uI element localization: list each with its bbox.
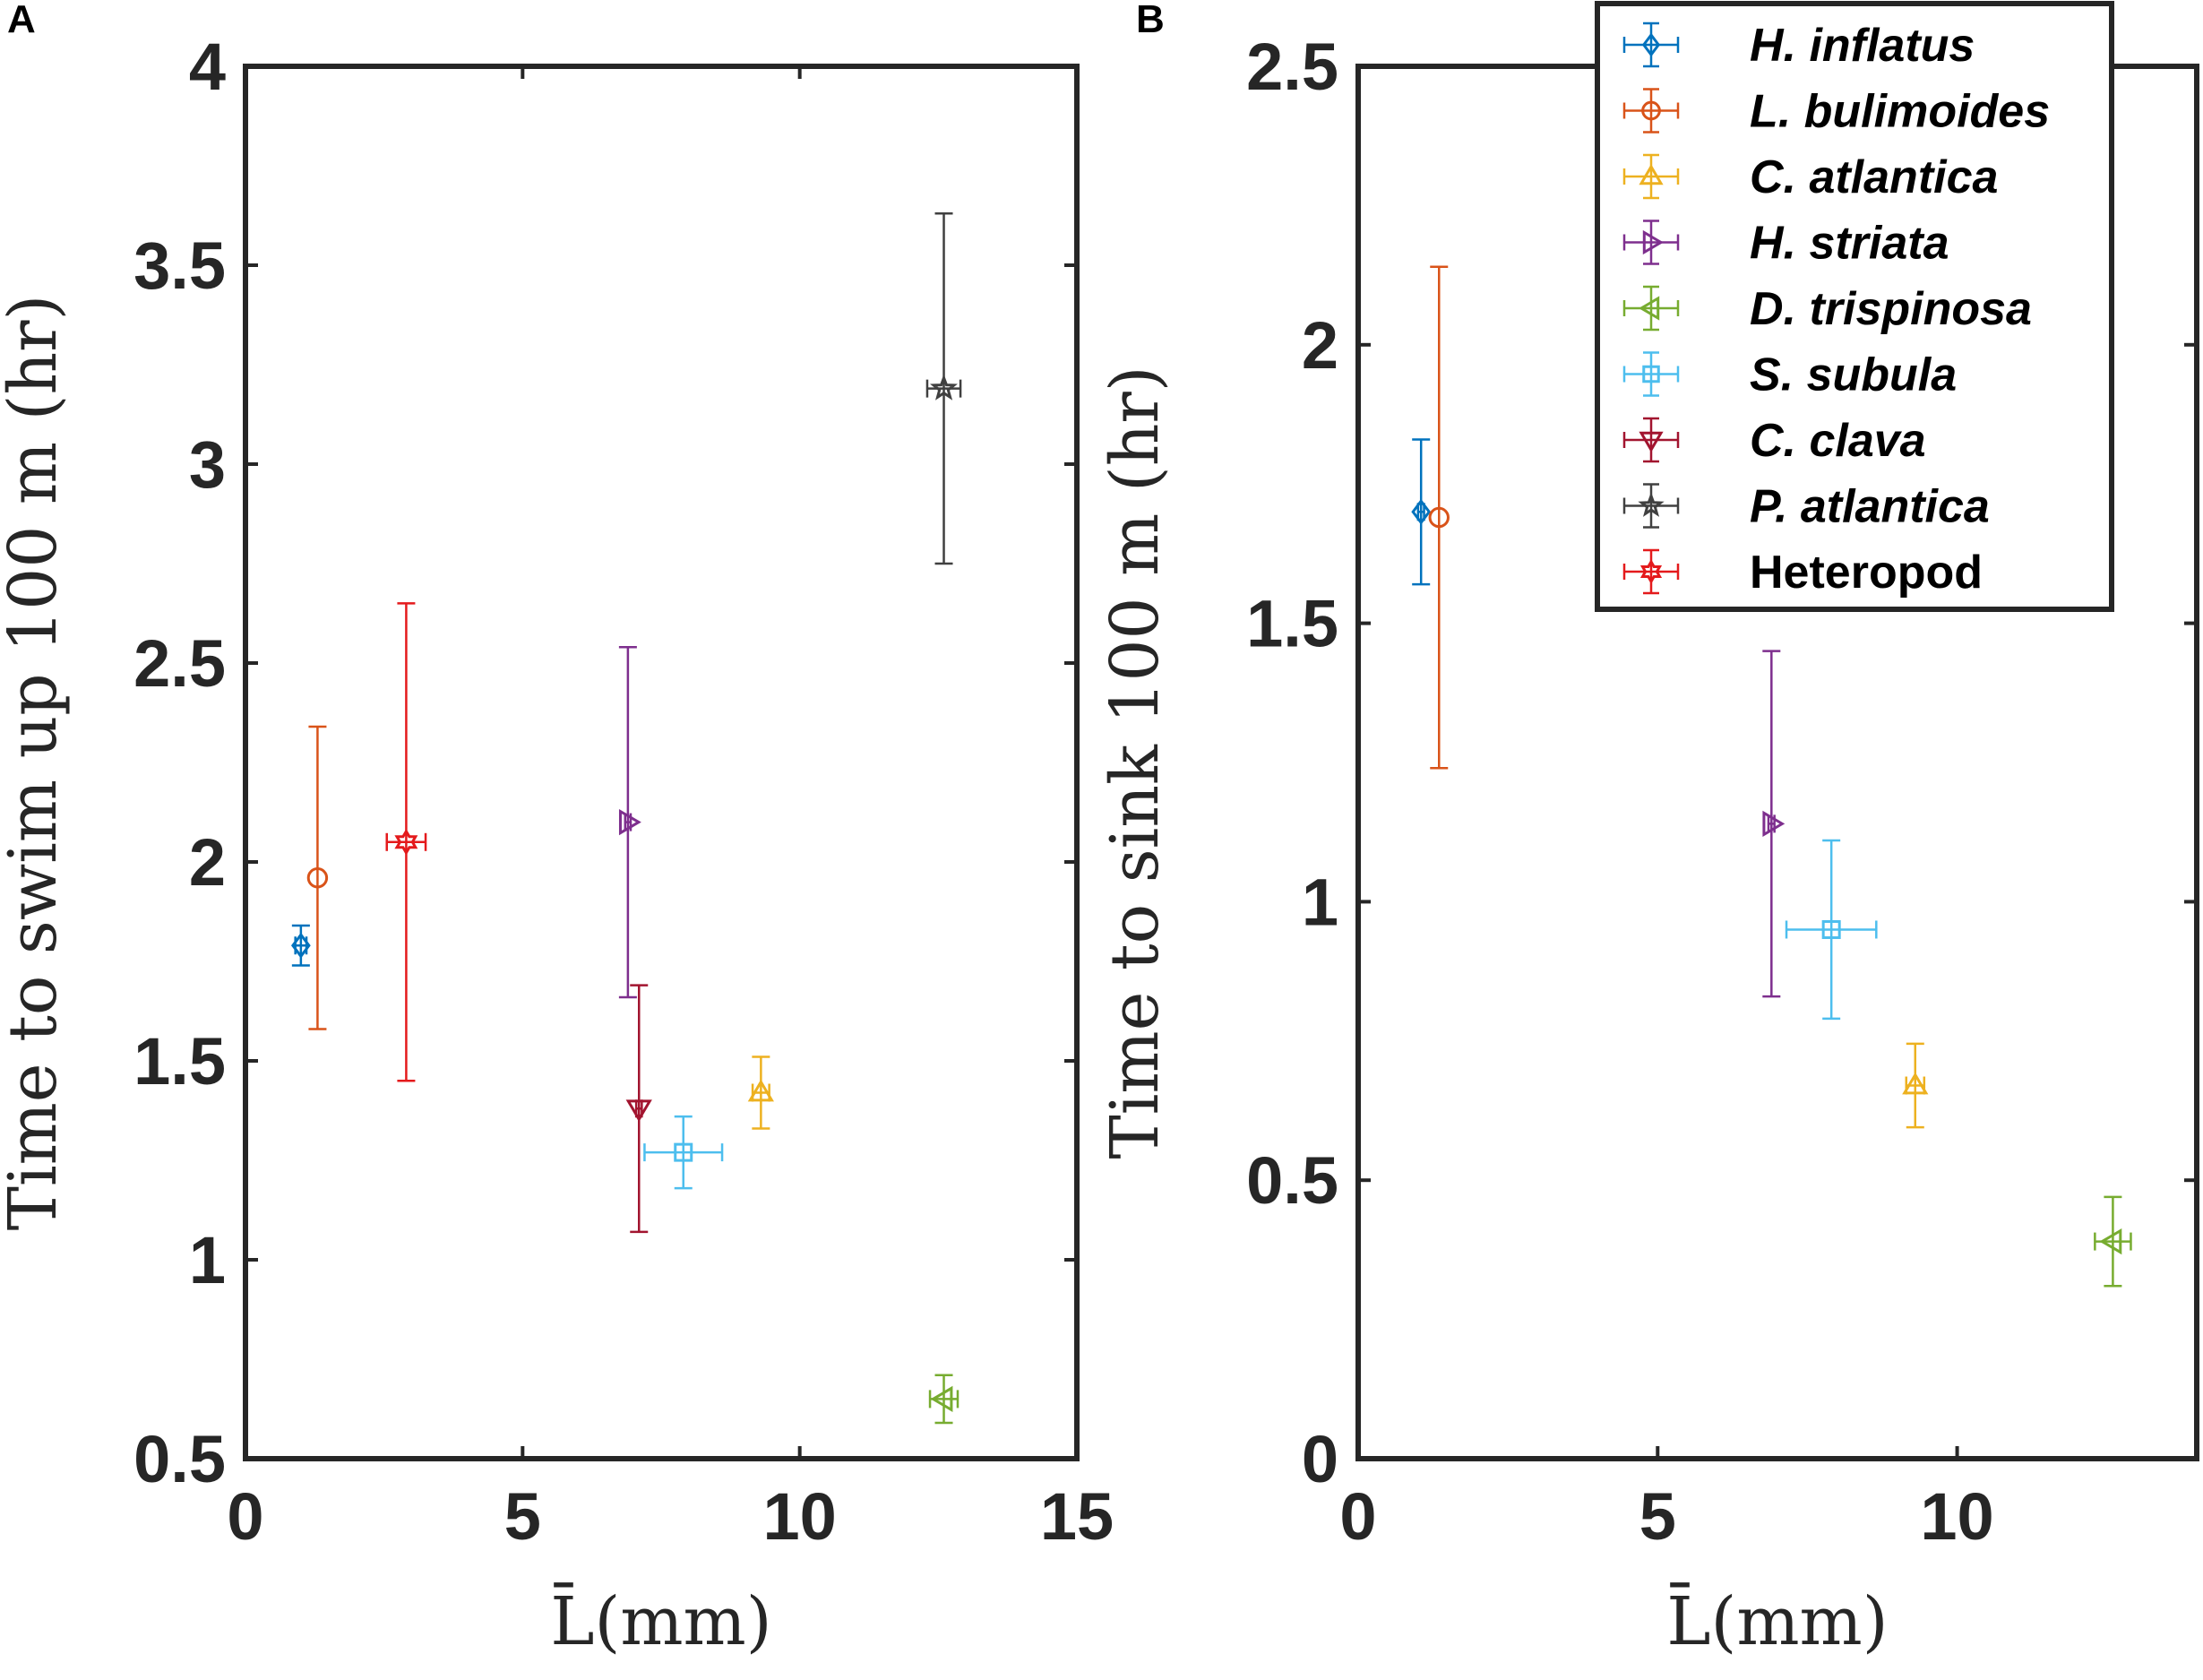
panel-b-point-h-striata (1762, 810, 1786, 837)
panel-a-x-axis-label: L̄(mm) (550, 1582, 771, 1660)
panel-b-y-tick-label: 0.5 (1246, 1143, 1338, 1218)
legend-label-c-atlantica: C. atlantica (1750, 151, 1998, 203)
legend-errorbar-p-atlantica (1622, 483, 1680, 529)
panel-b-point-l-bulimoides (1428, 506, 1450, 529)
panel-b-y-axis-label: Time to sink 100 m (hr) (1097, 366, 1174, 1159)
panel-a-errorbar-heteropod (385, 602, 427, 1082)
panel-b-point-d-trispinosa (2099, 1228, 2122, 1255)
legend-item-l-bulimoides: L. bulimoides (1622, 86, 2050, 138)
legend-marker-d-trispinosa (1639, 296, 1660, 321)
panel-a: A 0 5 10 15 0.5 1 1.5 2 2.5 3 3.5 4 L̄(mm) Time to … (0, 0, 1114, 1660)
panel-b-x-tick-label: 5 (1639, 1479, 1676, 1554)
legend-marker-h-striata (1642, 229, 1664, 255)
panel-a-errorbar-c-clava (630, 984, 649, 1234)
panel-a-y-tick-label: 4 (189, 30, 226, 104)
panel-a-y-tick-label: 0.5 (133, 1422, 226, 1496)
legend-item-p-atlantica: P. atlantica (1622, 481, 1990, 533)
legend-errorbar-c-clava (1622, 417, 1680, 463)
panel-a-y-tick-label: 2.5 (133, 626, 226, 701)
panel-a-y-tick-label: 2 (189, 825, 226, 900)
legend-item-c-atlantica: C. atlantica (1622, 151, 1998, 203)
panel-b-errorbar-l-bulimoides (1430, 265, 1449, 770)
panel-a-errorbar-h-inflatus (291, 924, 310, 967)
panel-b-y-tick-label: 2.5 (1246, 30, 1338, 104)
legend-marker-l-bulimoides (1641, 100, 1661, 121)
legend-label-h-inflatus: H. inflatus (1750, 20, 1975, 72)
panel-a-point-l-bulimoides (306, 867, 329, 889)
legend-marker-heteropod (1639, 559, 1663, 584)
panel-a-y-axis-label: Time to swim up 100 m (hr) (0, 295, 72, 1231)
legend-errorbar-d-trispinosa (1622, 285, 1680, 332)
legend-label-s-subula: S. subula (1750, 349, 1957, 401)
panel-a-point-h-inflatus (290, 932, 311, 959)
panel-a-plot-area (243, 64, 1080, 1461)
panel-a-point-c-atlantica (747, 1079, 774, 1102)
legend-label-d-trispinosa: D. trispinosa (1750, 283, 2032, 335)
panel-a-point-h-striata (618, 808, 641, 836)
legend-item-h-striata: H. striata (1622, 218, 1949, 270)
panel-a-y-tick-label: 3.5 (133, 228, 226, 303)
panel-a-y-tick-label: 1.5 (133, 1024, 226, 1098)
panel-a-point-c-clava (625, 1099, 652, 1123)
legend-label-h-striata: H. striata (1750, 218, 1949, 270)
panel-b-x-axis-label: L̄(mm) (1666, 1582, 1888, 1660)
legend-label-p-atlantica: P. atlantica (1750, 481, 1990, 533)
panel-a-marks (290, 212, 962, 1425)
panel-b-point-s-subula (1821, 919, 1841, 939)
panel-b-ticks: 0 5 10 0 0.5 1 1.5 2 2.5 (1246, 30, 2197, 1554)
panel-b-errorbar-h-inflatus (1412, 438, 1431, 586)
legend-marker-p-atlantica (1638, 492, 1665, 517)
panel-b-x-tick-label: 0 (1339, 1479, 1376, 1554)
legend-errorbar-heteropod (1622, 548, 1680, 595)
legend-item-s-subula: S. subula (1622, 349, 1957, 401)
panel-b-y-tick-label: 2 (1302, 308, 1338, 383)
legend-label-l-bulimoides: L. bulimoides (1750, 86, 2050, 138)
legend-label-c-clava: C. clava (1750, 415, 1926, 467)
legend: H. inflatus L. bulimoides C. atlantica H. s… (1595, 1, 2114, 612)
legend-errorbar-s-subula (1622, 351, 1680, 397)
legend-marker-c-atlantica (1639, 164, 1664, 185)
panel-a-x-tick-label: 5 (504, 1479, 541, 1554)
legend-errorbar-h-inflatus (1622, 22, 1680, 68)
panel-b-point-h-inflatus (1411, 498, 1432, 525)
panel-b-y-tick-label: 1 (1302, 865, 1338, 939)
legend-errorbar-l-bulimoides (1622, 88, 1680, 134)
panel-b-marks (1411, 265, 2132, 1288)
panel-b-label: B (1136, 0, 1165, 41)
panel-a-point-p-atlantica (930, 374, 958, 401)
panel-a-errorbar-l-bulimoides (308, 725, 327, 1030)
legend-item-c-clava: C. clava (1622, 415, 1926, 467)
panel-a-x-tick-label: 10 (763, 1479, 837, 1554)
legend-marker-s-subula (1642, 365, 1660, 383)
legend-item-h-inflatus: H. inflatus (1622, 20, 1975, 72)
panel-a-ticks: 0 5 10 15 0.5 1 1.5 2 2.5 3 3.5 4 (133, 30, 1114, 1554)
legend-errorbar-c-atlantica (1622, 153, 1680, 200)
legend-item-heteropod: Heteropod (1622, 547, 1983, 599)
panel-a-label: A (7, 0, 36, 41)
panel-b-errorbar-s-subula (1785, 839, 1878, 1021)
legend-box (1595, 1, 2114, 612)
legend-label-heteropod: Heteropod (1750, 547, 1983, 599)
legend-marker-h-inflatus (1641, 32, 1661, 57)
panel-b-point-c-atlantica (1902, 1072, 1929, 1095)
panel-b: B 0 5 10 0 0.5 1 1.5 2 2.5 L̄(mm) Time to sink 1… (1097, 0, 2199, 1660)
legend-errorbar-h-striata (1622, 220, 1680, 265)
panel-a-errorbar-s-subula (643, 1115, 724, 1190)
panel-b-y-tick-label: 0 (1302, 1422, 1338, 1496)
panel-a-point-heteropod (394, 828, 418, 856)
panel-a-x-tick-label: 15 (1040, 1479, 1114, 1554)
panel-b-y-tick-label: 1.5 (1246, 587, 1338, 661)
panel-a-y-tick-label: 1 (189, 1223, 226, 1297)
panel-a-x-tick-label: 0 (227, 1479, 263, 1554)
panel-a-y-tick-label: 3 (189, 427, 226, 502)
panel-a-point-d-trispinosa (930, 1385, 953, 1413)
panel-a-errorbar-p-atlantica (925, 212, 962, 565)
legend-marker-c-clava (1639, 431, 1664, 452)
panel-b-x-tick-label: 10 (1920, 1479, 1993, 1554)
panel-a-point-s-subula (674, 1142, 693, 1162)
legend-item-d-trispinosa: D. trispinosa (1622, 283, 2032, 335)
